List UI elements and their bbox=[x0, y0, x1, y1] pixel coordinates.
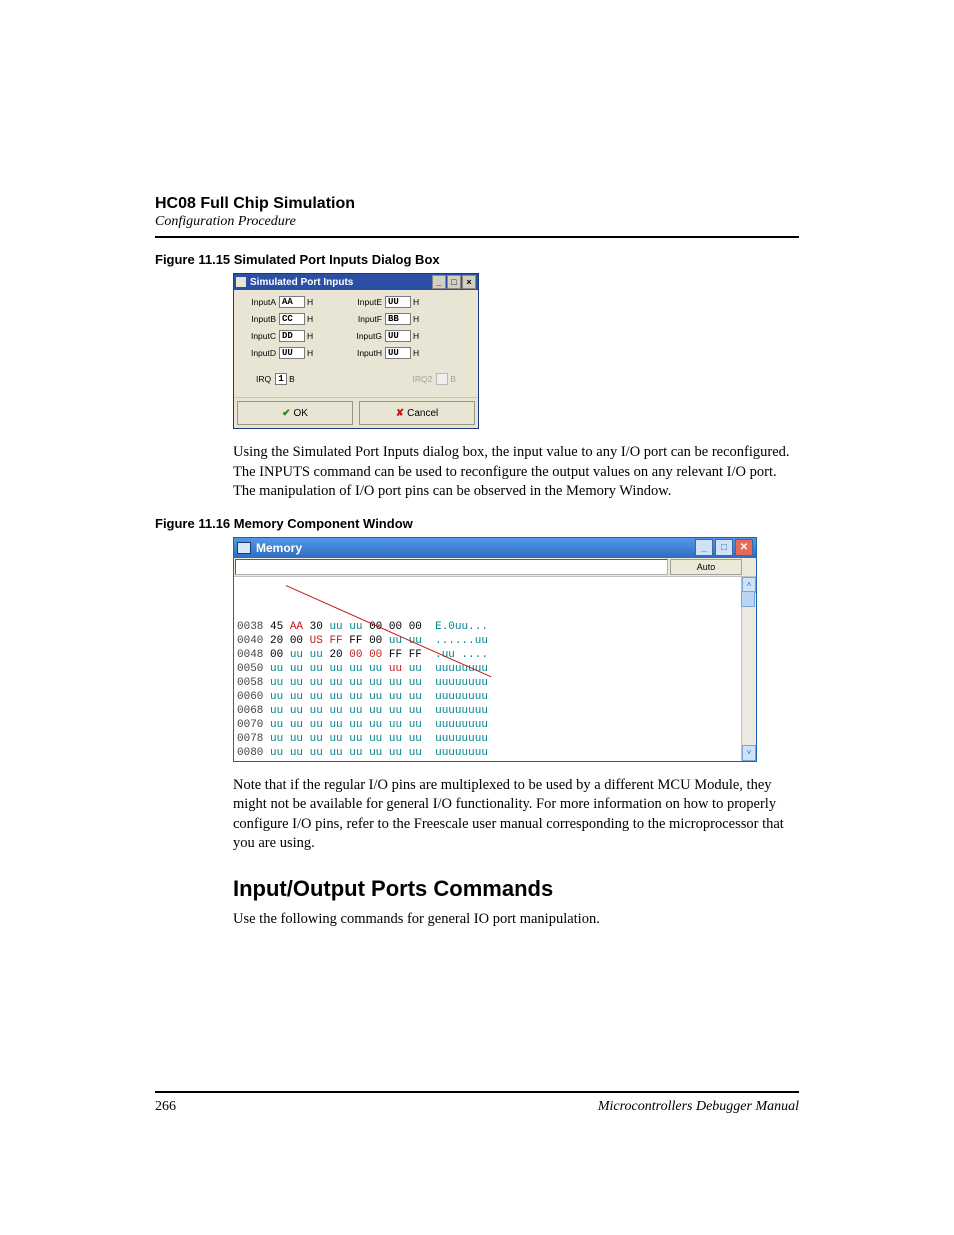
memory-app-icon bbox=[237, 542, 251, 554]
irq1-input[interactable]: 1 bbox=[275, 373, 287, 385]
port-input[interactable]: UU bbox=[385, 347, 411, 359]
paragraph-1: Using the Simulated Port Inputs dialog b… bbox=[233, 443, 799, 502]
memory-row: 0070 uu uu uu uu uu uu uu uu uuuuuuuu bbox=[237, 718, 738, 732]
port-suffix: H bbox=[305, 331, 317, 341]
section-text: Use the following commands for general I… bbox=[233, 910, 799, 930]
memory-row: 0060 uu uu uu uu uu uu uu uu uuuuuuuu bbox=[237, 690, 738, 704]
figure-caption-1: Figure 11.15 Simulated Port Inputs Dialo… bbox=[155, 252, 799, 267]
memory-row: 0058 uu uu uu uu uu uu uu uu uuuuuuuu bbox=[237, 676, 738, 690]
port-suffix: H bbox=[305, 297, 317, 307]
irq2-input bbox=[436, 373, 448, 385]
page-header-title: HC08 Full Chip Simulation bbox=[155, 195, 799, 213]
port-label: InputH bbox=[346, 348, 385, 358]
cancel-label: Cancel bbox=[407, 408, 438, 419]
page-number: 266 bbox=[155, 1099, 176, 1115]
memory-toolbar: Auto bbox=[234, 558, 756, 577]
port-label: InputC bbox=[240, 331, 279, 341]
port-label: InputE bbox=[346, 297, 385, 307]
port-label: InputF bbox=[346, 314, 385, 324]
memory-titlebar[interactable]: Memory _ □ ✕ bbox=[234, 538, 756, 558]
port-label: InputD bbox=[240, 348, 279, 358]
port-suffix: H bbox=[411, 348, 423, 358]
check-icon: ✔ bbox=[282, 408, 290, 419]
cross-icon: ✘ bbox=[396, 408, 404, 419]
maximize-icon[interactable]: □ bbox=[715, 539, 733, 556]
port-suffix: H bbox=[305, 314, 317, 324]
port-suffix: H bbox=[411, 297, 423, 307]
minimize-icon[interactable]: _ bbox=[432, 275, 446, 289]
memory-title-text: Memory bbox=[256, 541, 302, 555]
memory-scrollbar[interactable]: ˄ ˅ bbox=[741, 577, 756, 761]
port-input[interactable]: DD bbox=[279, 330, 305, 342]
port-input[interactable]: CC bbox=[279, 313, 305, 325]
memory-row: 0080 uu uu uu uu uu uu uu uu uuuuuuuu bbox=[237, 746, 738, 760]
irq2-suffix: B bbox=[448, 374, 456, 384]
port-input[interactable]: UU bbox=[279, 347, 305, 359]
memory-window: Memory _ □ ✕ Auto 0038 45 AA 30 uu uu 00… bbox=[233, 537, 757, 762]
dialog-titlebar[interactable]: Simulated Port Inputs _ □ × bbox=[234, 274, 478, 290]
memory-mode-dropdown[interactable]: Auto bbox=[670, 559, 742, 575]
scroll-thumb[interactable] bbox=[741, 591, 755, 607]
port-input[interactable]: UU bbox=[385, 330, 411, 342]
scroll-down-icon[interactable]: ˅ bbox=[742, 745, 756, 761]
irq1-label: IRQ bbox=[256, 374, 271, 384]
port-input[interactable]: BB bbox=[385, 313, 411, 325]
manual-name: Microcontrollers Debugger Manual bbox=[598, 1099, 799, 1115]
memory-row: 0040 20 00 US FF FF 00 uu uu ......uu bbox=[237, 634, 738, 648]
ok-button[interactable]: ✔OK bbox=[237, 401, 353, 425]
memory-row: 0050 uu uu uu uu uu uu uu uu uuuuuuuu bbox=[237, 662, 738, 676]
page-header-subtitle: Configuration Procedure bbox=[155, 214, 799, 230]
port-suffix: H bbox=[305, 348, 317, 358]
close-icon[interactable]: × bbox=[462, 275, 476, 289]
maximize-icon[interactable]: □ bbox=[447, 275, 461, 289]
port-input[interactable]: AA bbox=[279, 296, 305, 308]
ok-label: OK bbox=[293, 408, 307, 419]
memory-address-input[interactable] bbox=[235, 559, 668, 575]
port-label: InputG bbox=[346, 331, 385, 341]
port-suffix: H bbox=[411, 331, 423, 341]
port-input-grid: InputAAAHInputEUUHInputBCCHInputFBBHInpu… bbox=[240, 296, 472, 359]
irq2-label: IRQ2 bbox=[412, 374, 432, 384]
memory-row: 0078 uu uu uu uu uu uu uu uu uuuuuuuu bbox=[237, 732, 738, 746]
footer-rule bbox=[155, 1091, 799, 1093]
header-rule bbox=[155, 236, 799, 238]
minimize-icon[interactable]: _ bbox=[695, 539, 713, 556]
dialog-title-text: Simulated Port Inputs bbox=[250, 277, 353, 288]
port-suffix: H bbox=[411, 314, 423, 324]
paragraph-2: Note that if the regular I/O pins are mu… bbox=[233, 776, 799, 854]
section-heading: Input/Output Ports Commands bbox=[233, 876, 799, 902]
figure-caption-2: Figure 11.16 Memory Component Window bbox=[155, 516, 799, 531]
port-label: InputA bbox=[240, 297, 279, 307]
close-icon[interactable]: ✕ bbox=[735, 539, 753, 556]
memory-row: 0068 uu uu uu uu uu uu uu uu uuuuuuuu bbox=[237, 704, 738, 718]
memory-row: 0048 00 uu uu 20 00 00 FF FF .uu .... bbox=[237, 648, 738, 662]
memory-row: 0038 45 AA 30 uu uu 00 00 00 E.0uu... bbox=[237, 620, 738, 634]
memory-hex-view[interactable]: 0038 45 AA 30 uu uu 00 00 00 E.0uu...004… bbox=[234, 577, 741, 761]
simulated-port-inputs-dialog: Simulated Port Inputs _ □ × InputAAAHInp… bbox=[233, 273, 479, 429]
app-icon bbox=[236, 277, 246, 287]
irq1-suffix: B bbox=[287, 374, 295, 384]
port-input[interactable]: UU bbox=[385, 296, 411, 308]
cancel-button[interactable]: ✘Cancel bbox=[359, 401, 475, 425]
port-label: InputB bbox=[240, 314, 279, 324]
